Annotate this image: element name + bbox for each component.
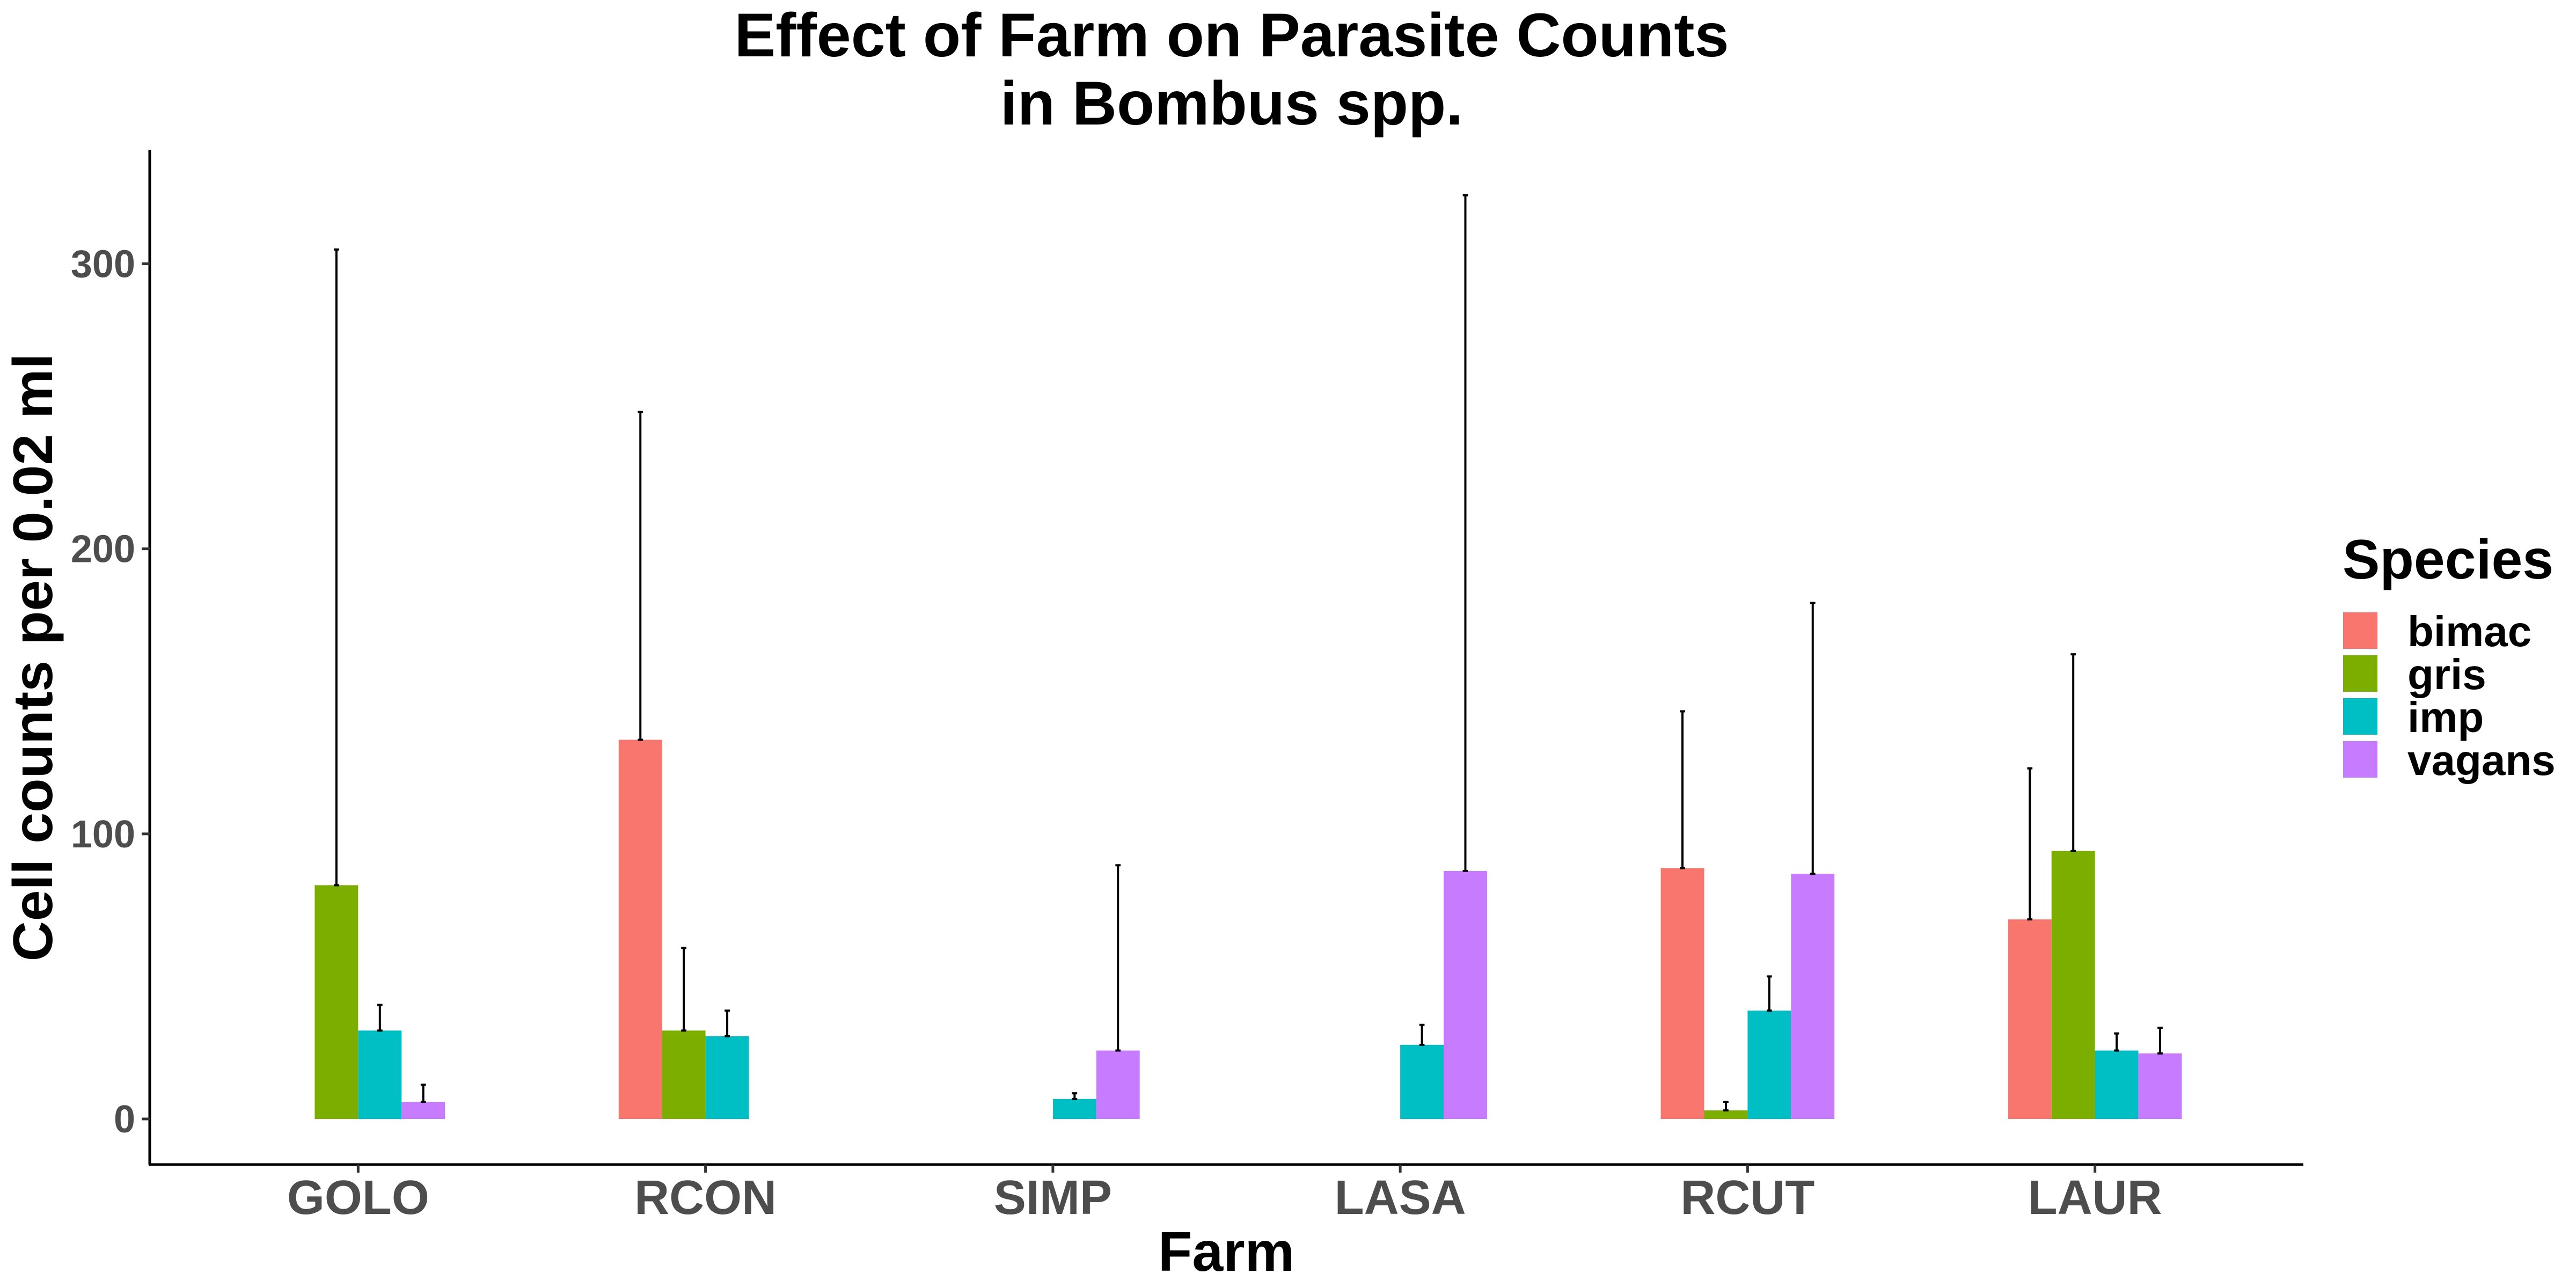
legend-label-bimac: bimac: [2407, 608, 2531, 655]
bar-imp-RCON: [705, 1036, 749, 1119]
errorbar-bimac-RCUT: [1680, 710, 1685, 869]
x-axis-title: Farm: [1158, 1221, 1294, 1283]
errorbar-gris-LAUR: [2070, 653, 2076, 852]
bar-gris-GOLO: [314, 885, 358, 1119]
y-tick-label-200: 200: [71, 528, 135, 571]
errorbar-imp-RCON: [724, 1009, 730, 1037]
legend-label-gris: gris: [2407, 650, 2486, 698]
bar-vagans-LAUR: [2138, 1053, 2182, 1119]
errorbar-vagans-LASA: [1462, 194, 1468, 872]
errorbar-bimac-LAUR: [2027, 767, 2033, 921]
errorbar-vagans-GOLO: [420, 1084, 426, 1103]
x-tick-label-LAUR: LAUR: [2028, 1171, 2162, 1225]
legend-swatch-bimac: [2343, 612, 2377, 649]
errorbar-gris-RCUT: [1723, 1101, 1729, 1112]
y-tick-label-300: 300: [71, 243, 135, 286]
chart-title-line1: Effect of Farm on Parasite Counts: [734, 1, 1729, 70]
legend-label-vagans: vagans: [2407, 736, 2556, 784]
y-tick-label-100: 100: [71, 813, 135, 856]
legend-label-imp: imp: [2407, 693, 2484, 741]
errorbar-vagans-RCUT: [1810, 602, 1816, 875]
bar-gris-RCON: [662, 1030, 706, 1119]
errorbar-imp-RCUT: [1766, 975, 1772, 1012]
errorbar-imp-LASA: [1419, 1023, 1425, 1046]
bar-vagans-LASA: [1444, 870, 1487, 1119]
plot-area: [314, 194, 2182, 1119]
errorbar-vagans-SIMP: [1115, 864, 1121, 1052]
errorbar-imp-LAUR: [2114, 1032, 2119, 1052]
y-axis-title: Cell counts per 0.02 ml: [2, 354, 64, 962]
bar-bimac-RCON: [618, 740, 662, 1119]
bar-vagans-RCUT: [1791, 874, 1835, 1119]
bar-gris-RCUT: [1704, 1110, 1748, 1119]
legend-title: Species: [2343, 529, 2553, 591]
bar-vagans-GOLO: [401, 1102, 445, 1119]
bar-bimac-LAUR: [2008, 919, 2052, 1119]
bar-imp-LASA: [1400, 1044, 1444, 1119]
x-tick-label-GOLO: GOLO: [287, 1171, 429, 1225]
bar-imp-RCUT: [1747, 1011, 1791, 1119]
y-axis-ticks: 0 100 200 300: [71, 243, 150, 1141]
x-axis-ticks: GOLO RCON SIMP LASA RCUT LAUR: [287, 1165, 2162, 1225]
x-tick-label-RCUT: RCUT: [1680, 1171, 1814, 1225]
errorbar-imp-SIMP: [1072, 1092, 1078, 1100]
bar-gris-LAUR: [2051, 851, 2095, 1119]
bar-vagans-SIMP: [1096, 1050, 1140, 1119]
errorbar-gris-RCON: [681, 947, 687, 1032]
errorbar-vagans-LAUR: [2157, 1027, 2163, 1055]
bar-imp-SIMP: [1052, 1099, 1096, 1119]
bar-imp-LAUR: [2095, 1050, 2139, 1119]
bar-bimac-RCUT: [1660, 868, 1704, 1119]
legend-swatch-imp: [2343, 698, 2377, 735]
errorbar-gris-GOLO: [334, 248, 339, 887]
bar-imp-GOLO: [358, 1030, 402, 1119]
chart-title-line2: in Bombus spp.: [1000, 69, 1463, 138]
y-tick-label-0: 0: [114, 1098, 135, 1141]
x-tick-label-LASA: LASA: [1335, 1171, 1466, 1225]
legend-swatch-vagans: [2343, 741, 2377, 778]
legend-swatch-gris: [2343, 655, 2377, 692]
x-tick-label-RCON: RCON: [634, 1171, 777, 1225]
errorbar-imp-GOLO: [377, 1004, 383, 1032]
x-tick-label-SIMP: SIMP: [994, 1171, 1112, 1225]
errorbar-bimac-RCON: [638, 411, 643, 741]
